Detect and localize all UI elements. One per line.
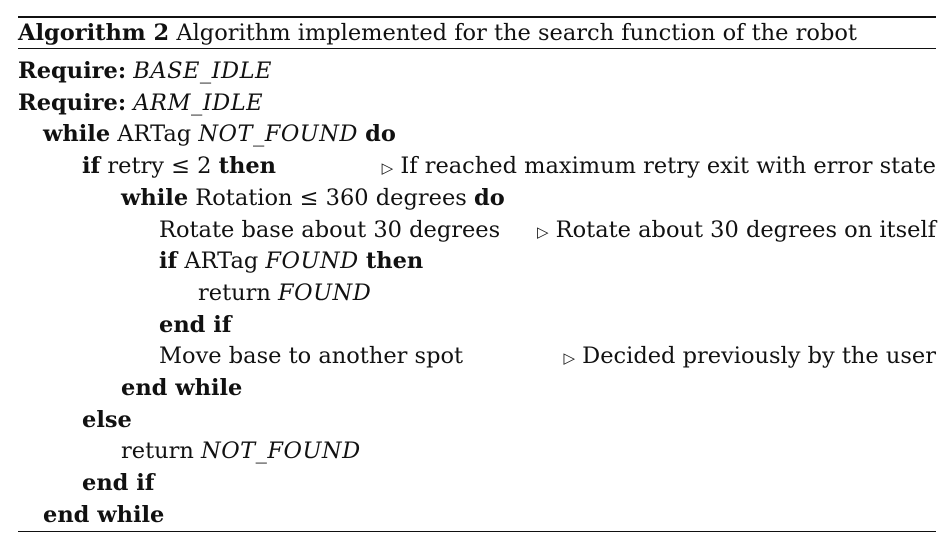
comment-triangle-icon: ▷	[536, 223, 549, 241]
return-not-found-line: return NOT_FOUND	[18, 435, 936, 467]
then-keyword: then	[365, 248, 424, 274]
do-keyword: do	[473, 185, 505, 211]
move-comment-text: Decided previously by the user	[575, 343, 936, 369]
if-retry-line: if retry ≤ 2 then ▷ If reached maximum r…	[18, 150, 936, 182]
move-statement: Move base to another spot	[159, 343, 464, 369]
if-retry-condition: retry ≤ 2	[100, 153, 219, 179]
end-while-keyword: end while	[121, 375, 243, 401]
move-comment: ▷ Decided previously by the user	[563, 340, 936, 374]
if-artag-line: if ARTag FOUND then	[18, 245, 936, 277]
do-keyword: do	[365, 121, 396, 147]
caption-text: Algorithm implemented for the search fun…	[169, 20, 857, 46]
require-arm-idle: ARM_IDLE	[133, 90, 264, 116]
top-rule	[18, 16, 936, 18]
while-keyword: while	[43, 121, 111, 147]
return-found-value: FOUND	[278, 280, 372, 306]
require-base-idle: BASE_IDLE	[133, 58, 272, 84]
then-keyword: then	[218, 153, 277, 179]
rotate-comment-text: Rotate about 30 degrees on itself	[548, 217, 936, 243]
end-if-outer-line: end if	[18, 467, 936, 499]
rotate-line: Rotate base about 30 degrees ▷ Rotate ab…	[18, 214, 936, 246]
algorithm-caption: Algorithm 2 Algorithm implemented for th…	[18, 18, 857, 48]
return-not-found-value: NOT_FOUND	[201, 438, 361, 464]
return-keyword: return	[198, 280, 279, 306]
retry-comment-text: If reached maximum retry exit with error…	[393, 153, 936, 179]
bottom-rule	[18, 531, 936, 533]
return-keyword: return	[121, 438, 202, 464]
require-line-2: Require: ARM_IDLE	[18, 87, 936, 119]
caption-rule	[18, 48, 936, 49]
caption-label: Algorithm 2	[18, 20, 170, 46]
while-not-found: NOT_FOUND	[198, 121, 358, 147]
while-keyword: while	[121, 185, 189, 211]
else-keyword: else	[82, 407, 132, 433]
while-artag-line: while ARTag NOT_FOUND do	[18, 118, 936, 150]
rotate-comment: ▷ Rotate about 30 degrees on itself	[537, 214, 936, 248]
retry-comment: ▷ If reached maximum retry exit with err…	[382, 150, 936, 184]
move-line: Move base to another spot ▷ Decided prev…	[18, 340, 936, 372]
while-artag-text: ARTag	[110, 121, 199, 147]
if-keyword: if	[82, 153, 101, 179]
require-keyword: Require:	[18, 58, 127, 84]
while-rotation-line: while Rotation ≤ 360 degrees do	[18, 182, 936, 214]
end-if-keyword: end if	[159, 312, 232, 338]
comment-triangle-icon: ▷	[381, 159, 394, 177]
end-while-keyword: end while	[43, 502, 165, 528]
require-keyword: Require:	[18, 90, 127, 116]
rotate-statement: Rotate base about 30 degrees	[159, 217, 501, 243]
end-if-keyword: end if	[82, 470, 155, 496]
end-if-inner-line: end if	[18, 309, 936, 341]
end-while-outer-line: end while	[18, 499, 936, 531]
if-keyword: if	[159, 248, 178, 274]
require-line-1: Require: BASE_IDLE	[18, 55, 936, 87]
return-found-line: return FOUND	[18, 277, 936, 309]
if-found: FOUND	[265, 248, 359, 274]
if-artag-text: ARTag	[177, 248, 266, 274]
while-rotation-condition: Rotation ≤ 360 degrees	[188, 185, 474, 211]
algorithm-block: Algorithm 2 Algorithm implemented for th…	[18, 0, 936, 548]
else-line: else	[18, 404, 936, 436]
comment-triangle-icon: ▷	[563, 349, 576, 367]
end-while-inner-line: end while	[18, 372, 936, 404]
